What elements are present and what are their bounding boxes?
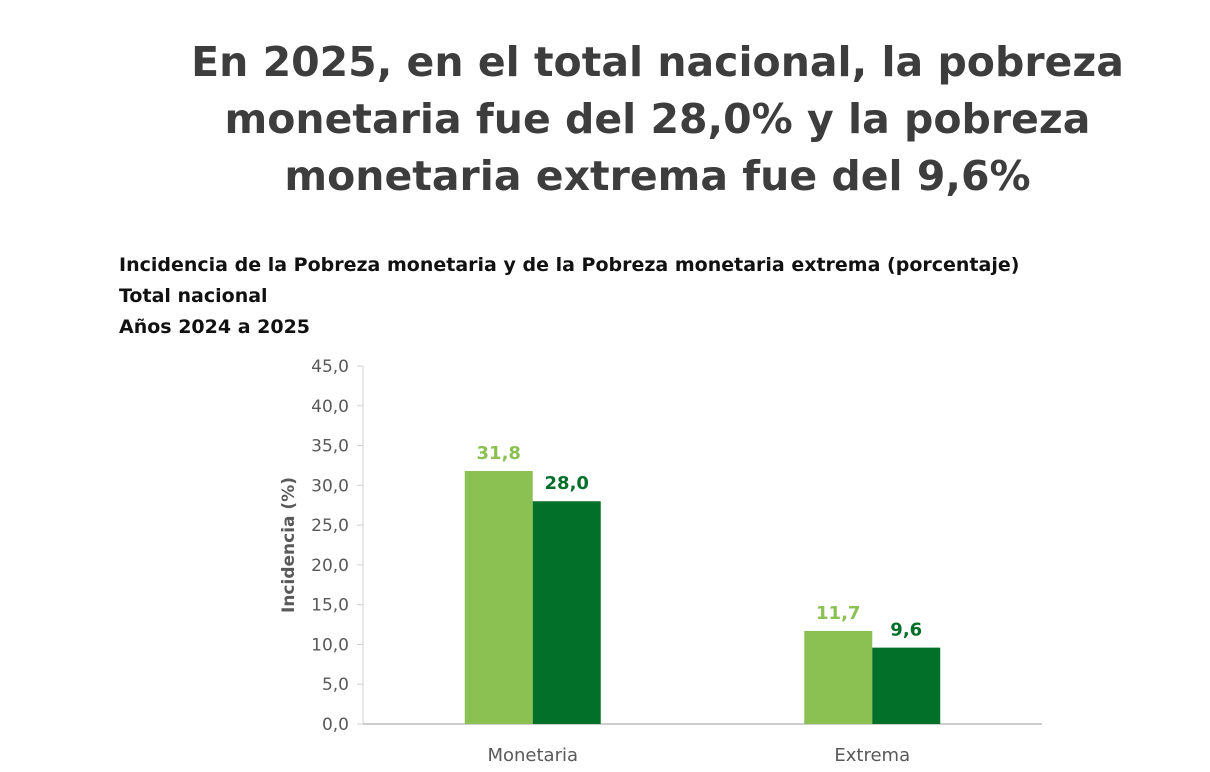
data-label: 28,0 bbox=[545, 473, 589, 494]
y-tick-label: 5,0 bbox=[322, 675, 349, 695]
chart-subtitle-scope: Total nacional bbox=[119, 285, 268, 307]
bar bbox=[872, 647, 941, 724]
data-label: 9,6 bbox=[890, 620, 922, 641]
bar bbox=[804, 630, 873, 724]
axes: 0,0 5,0 10,0 15,0 20,0 25,0 30,0 35,0 40,0 45,0 In… bbox=[279, 357, 1042, 766]
bar bbox=[532, 501, 601, 724]
y-tick-label: 20,0 bbox=[311, 556, 349, 576]
y-tick-label: 35,0 bbox=[311, 437, 349, 457]
chart-subtitle-years: Años 2024 a 2025 bbox=[119, 316, 311, 338]
data-labels: 31,8 28,0 11,7 9,6 bbox=[477, 443, 923, 641]
bar bbox=[464, 471, 533, 724]
y-tick-label: 10,0 bbox=[311, 635, 349, 655]
data-label: 31,8 bbox=[477, 443, 521, 464]
y-tick-label: 30,0 bbox=[311, 476, 349, 496]
y-axis-title: Incidencia (%) bbox=[279, 477, 299, 613]
y-tick-label: 0,0 bbox=[322, 715, 349, 735]
y-tick-label: 15,0 bbox=[311, 596, 349, 616]
bars bbox=[464, 471, 941, 724]
y-tick-label: 40,0 bbox=[311, 397, 349, 417]
x-category-label: Extrema bbox=[834, 745, 910, 766]
x-category-label: Monetaria bbox=[487, 745, 578, 766]
y-tick-label: 25,0 bbox=[311, 516, 349, 536]
data-label: 11,7 bbox=[816, 603, 860, 624]
chart-title: Incidencia de la Pobreza monetaria y de … bbox=[119, 254, 1020, 276]
chart-title-block: Incidencia de la Pobreza monetaria y de … bbox=[119, 250, 1019, 343]
y-tick-label: 45,0 bbox=[311, 357, 349, 377]
headline: En 2025, en el total nacional, la pobrez… bbox=[191, 38, 1124, 200]
